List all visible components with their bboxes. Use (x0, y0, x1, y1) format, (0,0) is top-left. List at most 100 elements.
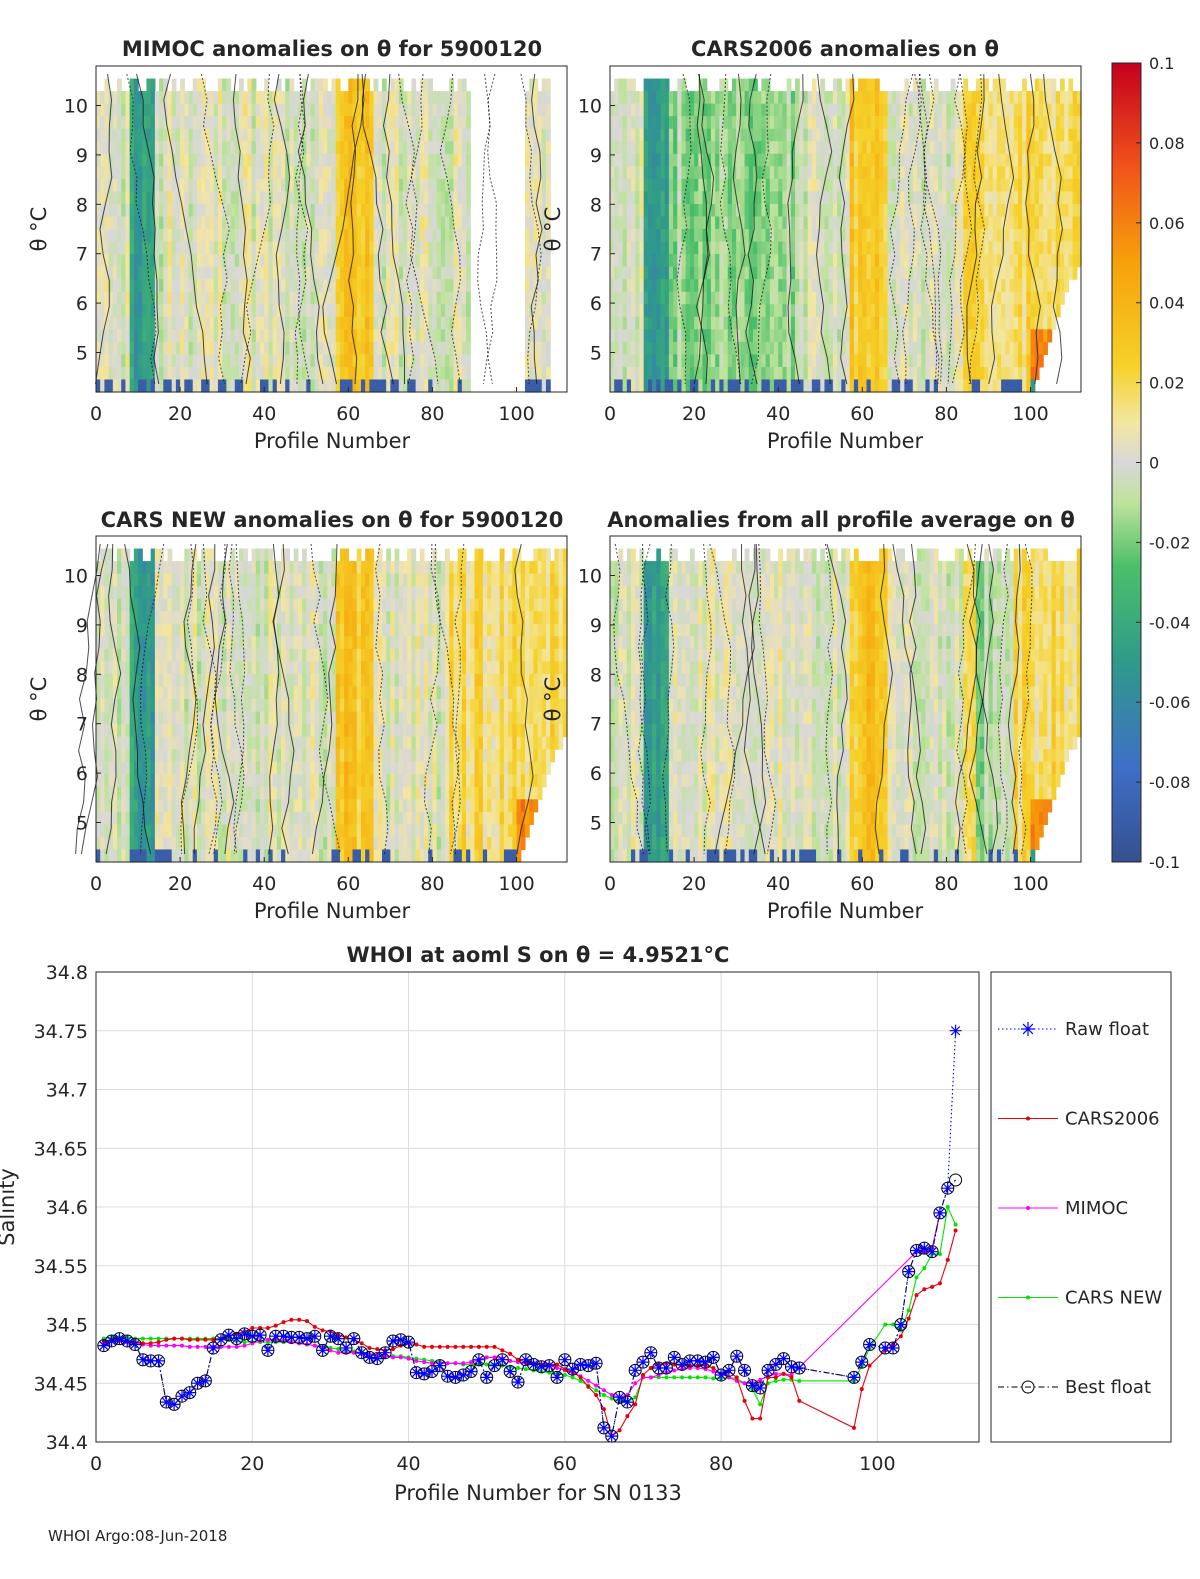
heatmap-cell (1005, 154, 1010, 167)
heatmap-cell (925, 304, 930, 317)
heatmap-cell (925, 379, 930, 392)
heatmap-cell (993, 267, 998, 280)
heatmap-cell (1001, 279, 1006, 292)
heatmap-cell (142, 204, 147, 217)
heatmap-cell (357, 292, 362, 305)
heatmap-cell (466, 267, 471, 280)
heatmap-cell (1026, 329, 1031, 342)
heatmap-cell (900, 216, 905, 229)
heatmap-cell (441, 254, 446, 267)
heatmap-cell (724, 216, 729, 229)
heatmap-cell (652, 317, 657, 330)
heatmap-cell (795, 292, 800, 305)
heatmap-cell (201, 279, 206, 292)
heatmap-cell (399, 116, 404, 129)
heatmap-cell (787, 342, 792, 355)
heatmap-cell (665, 91, 670, 104)
heatmap-cell (167, 166, 172, 179)
heatmap-cell (917, 129, 922, 142)
heatmap-cell (711, 342, 716, 355)
heatmap-cell (302, 216, 307, 229)
heatmap-cell (976, 354, 981, 367)
heatmap-cell (231, 329, 236, 342)
heatmap-cell (728, 292, 733, 305)
heatmap-cell (424, 79, 429, 92)
heatmap-cell (449, 104, 454, 117)
heatmap-cell (829, 317, 834, 330)
heatmap-cell (374, 254, 379, 267)
heatmap-cell (686, 342, 691, 355)
heatmap-cell (344, 242, 349, 255)
heatmap-cell (833, 116, 838, 129)
heatmap-cell (980, 342, 985, 355)
heatmap-cell (193, 79, 198, 92)
heatmap-cell (1018, 166, 1023, 179)
heatmap-cell (867, 91, 872, 104)
heatmap-cell (862, 191, 867, 204)
heatmap-cell (310, 154, 315, 167)
heatmap-cell (268, 354, 273, 367)
heatmap-cell (252, 179, 257, 192)
heatmap-cell (130, 179, 135, 192)
heatmap-cell (745, 367, 750, 380)
heatmap-cell (125, 367, 130, 380)
heatmap-cell (437, 179, 442, 192)
heatmap-cell (951, 216, 956, 229)
heatmap-cell (458, 354, 463, 367)
heatmap-cell (310, 342, 315, 355)
heatmap-cell (210, 329, 215, 342)
heatmap-cell (231, 367, 236, 380)
heatmap-cell (724, 329, 729, 342)
heatmap-cell (656, 191, 661, 204)
heatmap-cell (938, 229, 943, 242)
heatmap-cell (256, 279, 261, 292)
heatmap-cell (900, 154, 905, 167)
heatmap-cell (728, 154, 733, 167)
heatmap-cell (799, 367, 804, 380)
heatmap-cell (353, 204, 358, 217)
heatmap-cell (766, 179, 771, 192)
heatmap-cell (226, 304, 231, 317)
heatmap-cell (660, 154, 665, 167)
heatmap-cell (635, 317, 640, 330)
heatmap-cell (808, 279, 813, 292)
heatmap-cell (934, 79, 939, 92)
heatmap-cell (967, 216, 972, 229)
heatmap-cell (631, 204, 636, 217)
heatmap-cell (319, 279, 324, 292)
heatmap-cell (1010, 379, 1015, 392)
heatmap-cell (382, 204, 387, 217)
heatmap-cell (812, 91, 817, 104)
heatmap-cell (445, 154, 450, 167)
heatmap-cell (369, 379, 374, 392)
heatmap-cell (113, 104, 118, 117)
heatmap-cell (652, 342, 657, 355)
heatmap-cell (361, 279, 366, 292)
heatmap-cell (428, 367, 433, 380)
heatmap-cell (138, 329, 143, 342)
heatmap-cell (913, 191, 918, 204)
heatmap-cell (273, 141, 278, 154)
heatmap-cell (357, 104, 362, 117)
heatmap-cell (791, 292, 796, 305)
heatmap-cell (130, 292, 135, 305)
heatmap-cell (850, 379, 855, 392)
heatmap-cell (896, 91, 901, 104)
heatmap-cell (816, 104, 821, 117)
heatmap-cell (854, 279, 859, 292)
heatmap-cell (538, 129, 543, 142)
heatmap-cell (197, 116, 202, 129)
heatmap-cell (340, 329, 345, 342)
heatmap-cell (618, 304, 623, 317)
heatmap-cell (660, 304, 665, 317)
heatmap-cell (357, 379, 362, 392)
heatmap-cell (96, 379, 101, 392)
heatmap-cell (816, 292, 821, 305)
heatmap-cell (854, 379, 859, 392)
heatmap-cell (778, 292, 783, 305)
heatmap-cell (399, 191, 404, 204)
heatmap-cell (201, 154, 206, 167)
heatmap-cell (900, 279, 905, 292)
heatmap-cell (795, 242, 800, 255)
heatmap-cell (260, 367, 265, 380)
